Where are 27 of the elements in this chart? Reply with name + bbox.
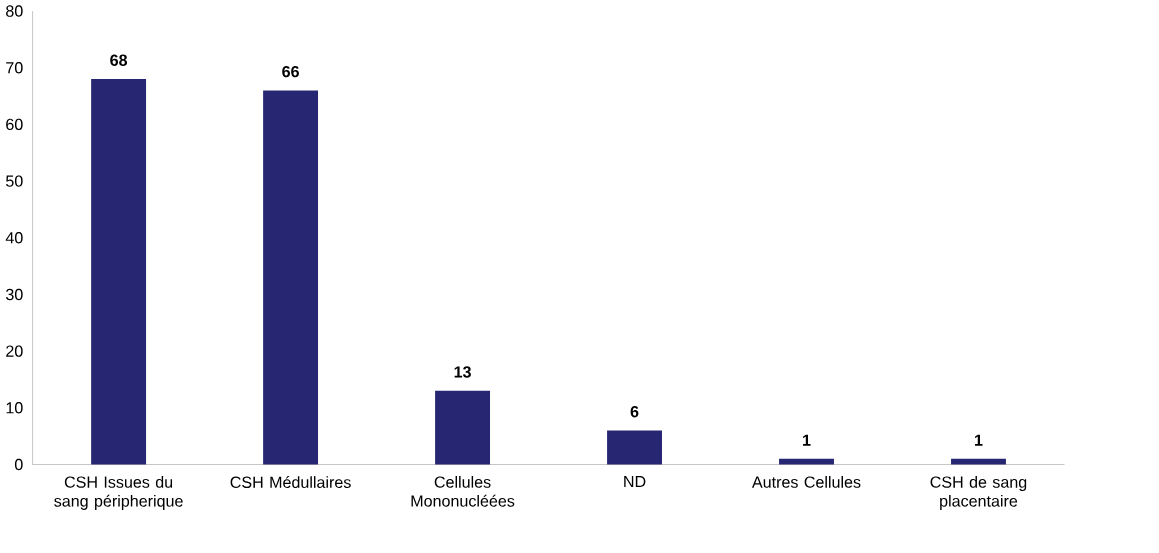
- y-tick-label: 20: [6, 345, 23, 358]
- y-tick-label: 60: [6, 118, 23, 131]
- bar: [779, 459, 834, 465]
- data-label: 6: [630, 406, 639, 418]
- y-tick-label: 0: [14, 459, 23, 471]
- y-tick-label: 30: [5, 288, 23, 301]
- bar: [435, 391, 491, 465]
- data-label: 1: [975, 434, 983, 446]
- data-label: 13: [454, 366, 471, 378]
- x-tick-label: Autres Cellules: [751, 476, 861, 489]
- y-tick-label: 10: [6, 402, 23, 414]
- x-tick-label: CSH Issues du sang péripherique: [54, 476, 183, 511]
- bar: [91, 79, 147, 465]
- bar: [263, 90, 319, 465]
- bar: [607, 430, 662, 465]
- data-label: 66: [282, 66, 299, 78]
- y-tick-label: 40: [5, 232, 23, 244]
- x-tick-label: ND: [624, 476, 646, 488]
- data-label: 1: [803, 434, 811, 446]
- y-tick-label: 80: [6, 5, 23, 17]
- y-tick-label: 50: [6, 175, 23, 188]
- x-tick-label: CSH de sang placentaire: [930, 476, 1027, 511]
- bar: [951, 459, 1006, 465]
- x-tick-label: CSH Médullaires: [230, 476, 351, 489]
- y-tick-label: 70: [6, 62, 23, 74]
- data-label: 68: [110, 54, 128, 67]
- x-tick-label: Cellules Mononucléées: [411, 476, 515, 507]
